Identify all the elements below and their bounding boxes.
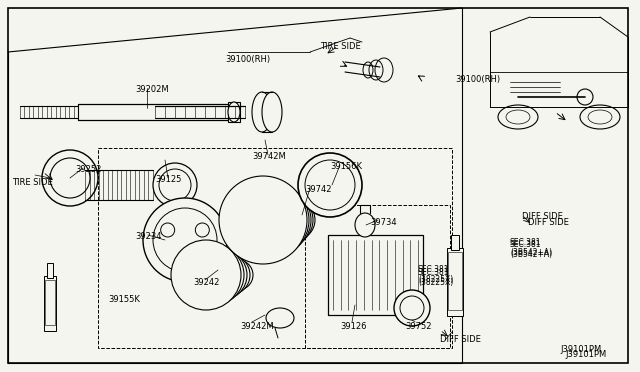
Text: SEC.381
(38225X): SEC.381 (38225X) <box>418 268 453 288</box>
Bar <box>44 276 56 331</box>
Ellipse shape <box>305 160 355 210</box>
Text: 39752: 39752 <box>405 322 431 331</box>
Ellipse shape <box>394 290 430 326</box>
Text: 39742M: 39742M <box>252 152 285 161</box>
Ellipse shape <box>261 194 313 246</box>
Text: 39202M: 39202M <box>135 85 168 94</box>
Text: SEC.381
(3B542+A): SEC.381 (3B542+A) <box>510 238 552 257</box>
Bar <box>447 248 463 316</box>
Text: 39126: 39126 <box>340 322 367 331</box>
Text: TIRE SIDE: TIRE SIDE <box>12 178 52 187</box>
Ellipse shape <box>42 150 98 206</box>
Ellipse shape <box>184 245 244 305</box>
Ellipse shape <box>153 208 217 272</box>
Bar <box>45 280 55 325</box>
Ellipse shape <box>298 153 362 217</box>
Text: DIFF SIDE: DIFF SIDE <box>528 218 569 227</box>
Text: 39252: 39252 <box>75 165 101 174</box>
Ellipse shape <box>262 92 282 132</box>
Text: 39242: 39242 <box>193 278 220 287</box>
Text: DIFF SIDE: DIFF SIDE <box>522 212 563 221</box>
Ellipse shape <box>143 198 227 282</box>
Bar <box>98 148 452 348</box>
Bar <box>305 205 450 348</box>
Text: 39100(RH): 39100(RH) <box>455 75 500 84</box>
Ellipse shape <box>153 163 197 207</box>
Text: DIFF SIDE: DIFF SIDE <box>440 335 481 344</box>
Ellipse shape <box>233 182 309 258</box>
Text: 39242M: 39242M <box>240 322 274 331</box>
Text: 39734: 39734 <box>370 218 397 227</box>
Bar <box>228 102 240 122</box>
Bar <box>448 252 462 310</box>
Text: 39100(RH): 39100(RH) <box>225 55 270 64</box>
Ellipse shape <box>210 255 250 295</box>
Text: 39156K: 39156K <box>330 162 362 171</box>
Text: SEC.381
(3B542+A): SEC.381 (3B542+A) <box>510 240 552 259</box>
Ellipse shape <box>219 176 307 264</box>
Ellipse shape <box>266 308 294 328</box>
Text: TIRE SIDE: TIRE SIDE <box>320 42 361 51</box>
Text: J39101PM: J39101PM <box>560 345 601 354</box>
Ellipse shape <box>223 260 253 290</box>
Bar <box>47 263 53 278</box>
Text: 39742: 39742 <box>305 185 332 194</box>
Text: 39125: 39125 <box>155 175 181 184</box>
Ellipse shape <box>252 92 272 132</box>
Ellipse shape <box>197 250 247 300</box>
Ellipse shape <box>247 188 311 252</box>
Text: 39155K: 39155K <box>108 295 140 304</box>
Bar <box>451 235 459 250</box>
Ellipse shape <box>228 102 240 122</box>
Bar <box>328 235 423 315</box>
Ellipse shape <box>275 200 315 240</box>
Text: 39234: 39234 <box>135 232 161 241</box>
Text: J39101PM: J39101PM <box>565 350 606 359</box>
Text: SEC.381
(38225X): SEC.381 (38225X) <box>418 265 453 285</box>
Ellipse shape <box>400 296 424 320</box>
Ellipse shape <box>50 158 90 198</box>
Ellipse shape <box>355 213 375 237</box>
Ellipse shape <box>159 169 191 201</box>
Ellipse shape <box>171 240 241 310</box>
